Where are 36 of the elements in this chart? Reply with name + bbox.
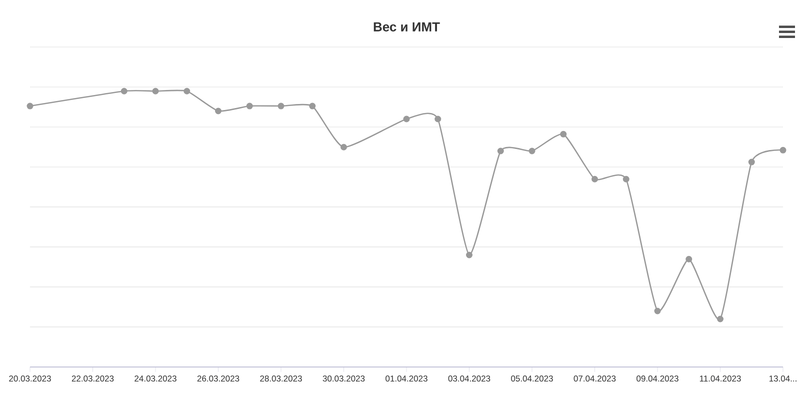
point xyxy=(748,158,755,166)
x-tick-label: 30.03.2023 xyxy=(322,376,365,382)
point xyxy=(184,88,190,94)
point xyxy=(278,102,284,110)
point xyxy=(340,144,347,150)
point xyxy=(246,102,253,110)
point xyxy=(528,148,536,154)
point xyxy=(654,308,661,314)
chart-title: Вес и ИМТ xyxy=(374,22,440,32)
x-tick-label: 09.04.2023 xyxy=(636,376,678,382)
x-tick-label: 05.04.2023 xyxy=(511,376,553,382)
x-tick-label: 01.04.2023 xyxy=(386,376,428,382)
point xyxy=(686,256,692,262)
x-tick-label: 20.03.2023 xyxy=(9,376,51,382)
point xyxy=(26,102,34,110)
x-tick-label: 26.03.2023 xyxy=(197,376,240,382)
point xyxy=(403,116,410,122)
point xyxy=(215,108,222,114)
x-tick-label: 03.04.2023 xyxy=(448,376,490,382)
point xyxy=(622,176,630,182)
point xyxy=(592,176,598,182)
point xyxy=(716,316,724,322)
x-tick-label: 28.03.2023 xyxy=(260,376,302,382)
point xyxy=(309,102,316,110)
point xyxy=(497,148,504,154)
point xyxy=(120,88,128,94)
point xyxy=(780,146,786,154)
x-tick-label: 07.04.2023 xyxy=(574,376,616,382)
point xyxy=(152,88,159,94)
point xyxy=(434,116,442,122)
x-tick-label: 11.04.2023 xyxy=(700,376,741,382)
x-tick-label: 22.03.2023 xyxy=(72,376,114,382)
x-tick-label: 13.04... xyxy=(769,376,796,382)
point xyxy=(560,130,567,138)
point xyxy=(466,252,473,258)
x-tick-label: 24.03.2023 xyxy=(134,376,176,382)
